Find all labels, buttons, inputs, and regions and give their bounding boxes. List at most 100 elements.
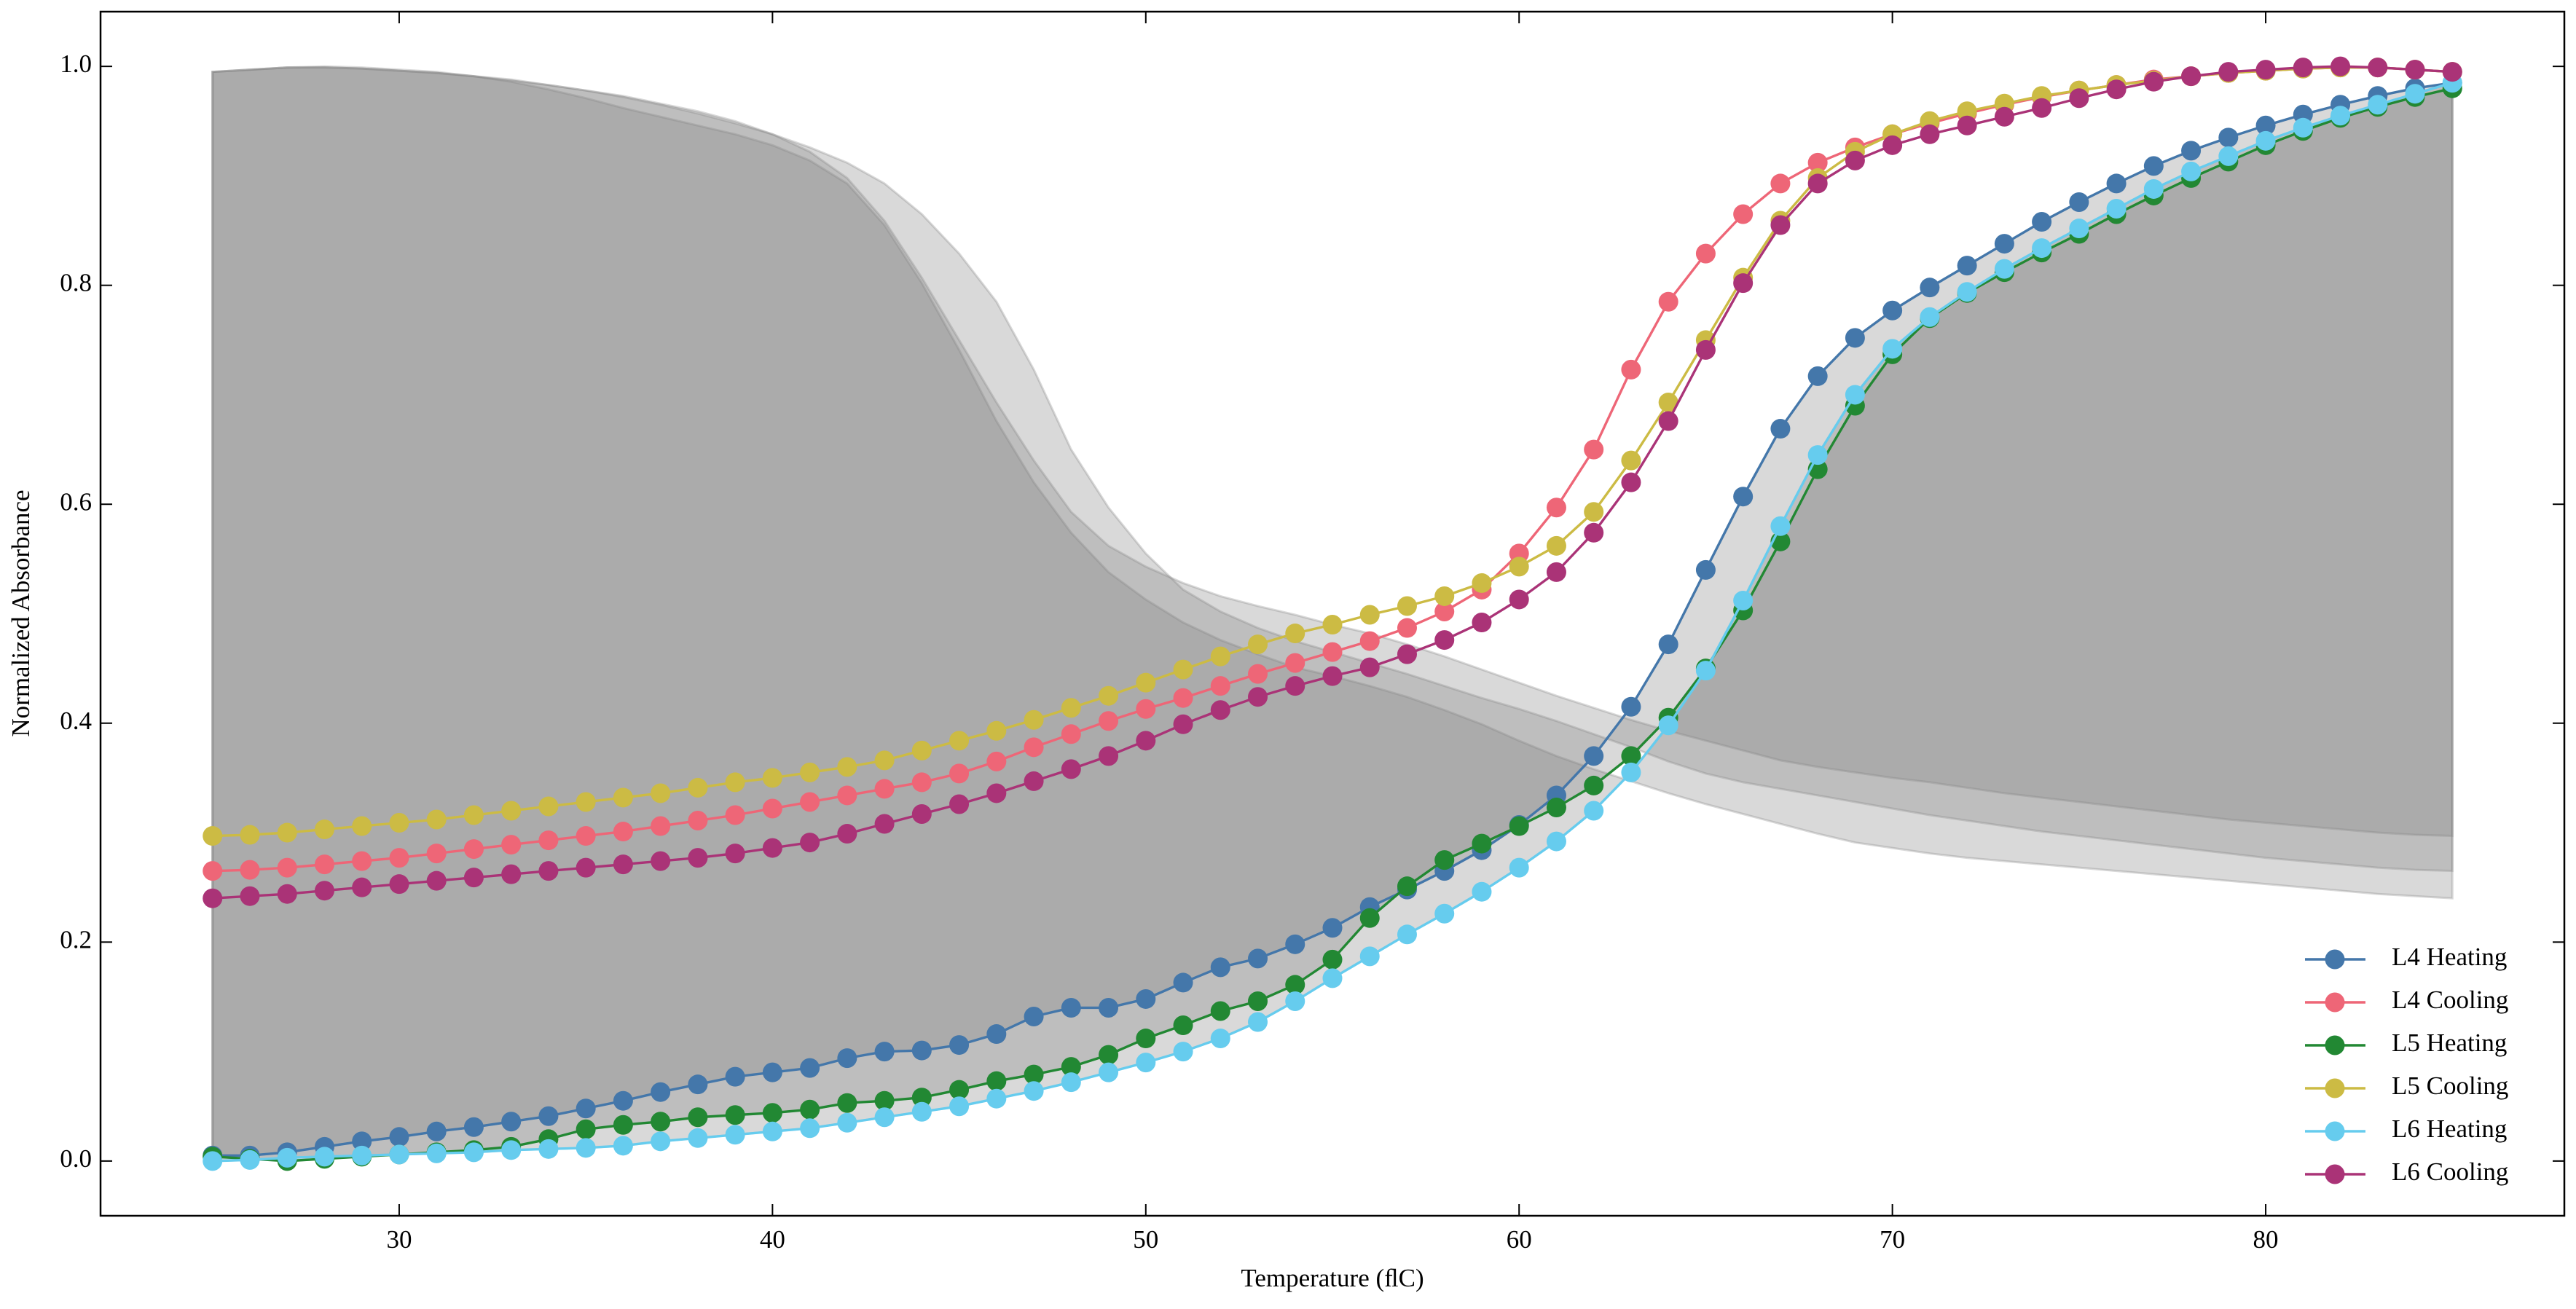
marker bbox=[1285, 975, 1305, 995]
marker bbox=[1173, 972, 1193, 993]
marker bbox=[837, 824, 857, 844]
marker bbox=[352, 877, 372, 897]
marker bbox=[1024, 771, 1044, 791]
marker bbox=[1061, 997, 1081, 1018]
marker bbox=[1658, 411, 1678, 431]
marker bbox=[1920, 124, 1940, 144]
marker bbox=[1621, 472, 1641, 492]
marker bbox=[2368, 95, 2388, 115]
marker bbox=[1434, 601, 1455, 621]
marker bbox=[576, 1098, 596, 1119]
marker bbox=[1584, 775, 1604, 795]
marker bbox=[501, 1112, 522, 1132]
x-axis-label: Temperature (ﬂC) bbox=[1241, 1264, 1424, 1292]
marker bbox=[651, 1112, 671, 1132]
marker bbox=[688, 1128, 708, 1148]
marker bbox=[1546, 797, 1566, 817]
marker bbox=[1658, 291, 1678, 312]
marker bbox=[762, 768, 782, 788]
marker bbox=[538, 1106, 559, 1126]
y-tick-label: 0.0 bbox=[60, 1144, 92, 1173]
marker bbox=[2255, 115, 2276, 135]
marker bbox=[2181, 141, 2202, 161]
marker bbox=[800, 1058, 820, 1078]
x-tick-label: 80 bbox=[2253, 1225, 2279, 1254]
marker bbox=[501, 801, 522, 821]
marker bbox=[2293, 117, 2313, 138]
marker bbox=[613, 1115, 633, 1135]
marker bbox=[1099, 997, 1119, 1018]
marker bbox=[1621, 359, 1641, 380]
marker bbox=[1509, 557, 1529, 577]
legend-label: L4 Cooling bbox=[2392, 986, 2508, 1014]
marker bbox=[949, 1096, 970, 1117]
legend-marker bbox=[2325, 992, 2345, 1013]
marker bbox=[1920, 307, 1940, 327]
marker bbox=[1621, 696, 1641, 717]
marker bbox=[1397, 596, 1417, 616]
marker bbox=[501, 835, 522, 855]
marker bbox=[576, 792, 596, 812]
marker bbox=[1546, 498, 1566, 518]
marker bbox=[2181, 66, 2202, 87]
marker bbox=[1695, 339, 1716, 360]
marker bbox=[1733, 487, 1754, 507]
marker bbox=[837, 757, 857, 777]
marker bbox=[1994, 259, 2014, 279]
marker bbox=[2293, 58, 2313, 78]
marker bbox=[538, 1139, 559, 1159]
marker bbox=[1024, 1007, 1044, 1027]
legend-marker bbox=[2325, 1078, 2345, 1098]
legend-marker bbox=[2325, 949, 2345, 970]
marker bbox=[2181, 161, 2202, 181]
marker bbox=[2032, 238, 2052, 259]
marker bbox=[1136, 1053, 1156, 1073]
marker bbox=[1173, 1042, 1193, 1062]
marker bbox=[613, 787, 633, 808]
y-tick-label: 0.2 bbox=[60, 925, 92, 954]
marker bbox=[314, 1147, 334, 1167]
marker bbox=[2368, 58, 2388, 78]
marker bbox=[800, 1099, 820, 1120]
marker bbox=[613, 1136, 633, 1156]
marker bbox=[1136, 1029, 1156, 1049]
marker bbox=[1807, 445, 1828, 465]
marker bbox=[1509, 589, 1529, 610]
marker bbox=[1695, 559, 1716, 580]
marker bbox=[352, 816, 372, 836]
marker bbox=[911, 772, 932, 793]
marker bbox=[1099, 711, 1119, 731]
marker bbox=[911, 803, 932, 824]
marker bbox=[1397, 618, 1417, 638]
marker bbox=[1621, 450, 1641, 471]
legend-label: L5 Cooling bbox=[2392, 1072, 2508, 1100]
marker bbox=[911, 1040, 932, 1061]
marker bbox=[800, 762, 820, 782]
marker bbox=[613, 1090, 633, 1111]
marker bbox=[576, 826, 596, 846]
marker bbox=[800, 1118, 820, 1139]
marker bbox=[1695, 661, 1716, 681]
marker bbox=[2143, 156, 2164, 176]
legend-label: L5 Heating bbox=[2392, 1029, 2507, 1057]
marker bbox=[352, 1145, 372, 1165]
marker bbox=[725, 772, 745, 793]
y-tick-label: 0.6 bbox=[60, 487, 92, 516]
marker bbox=[2143, 71, 2164, 92]
marker bbox=[1584, 502, 1604, 522]
marker bbox=[389, 848, 409, 868]
marker bbox=[986, 1088, 1007, 1109]
marker bbox=[1024, 737, 1044, 758]
marker bbox=[1024, 709, 1044, 730]
marker bbox=[277, 1147, 297, 1168]
marker bbox=[1845, 385, 1865, 405]
marker bbox=[1136, 699, 1156, 719]
marker bbox=[837, 1112, 857, 1133]
marker bbox=[2330, 106, 2351, 126]
legend-marker bbox=[2325, 1035, 2345, 1056]
marker bbox=[1472, 613, 1492, 633]
marker bbox=[501, 864, 522, 884]
marker bbox=[1322, 918, 1343, 938]
marker bbox=[1770, 516, 1791, 536]
